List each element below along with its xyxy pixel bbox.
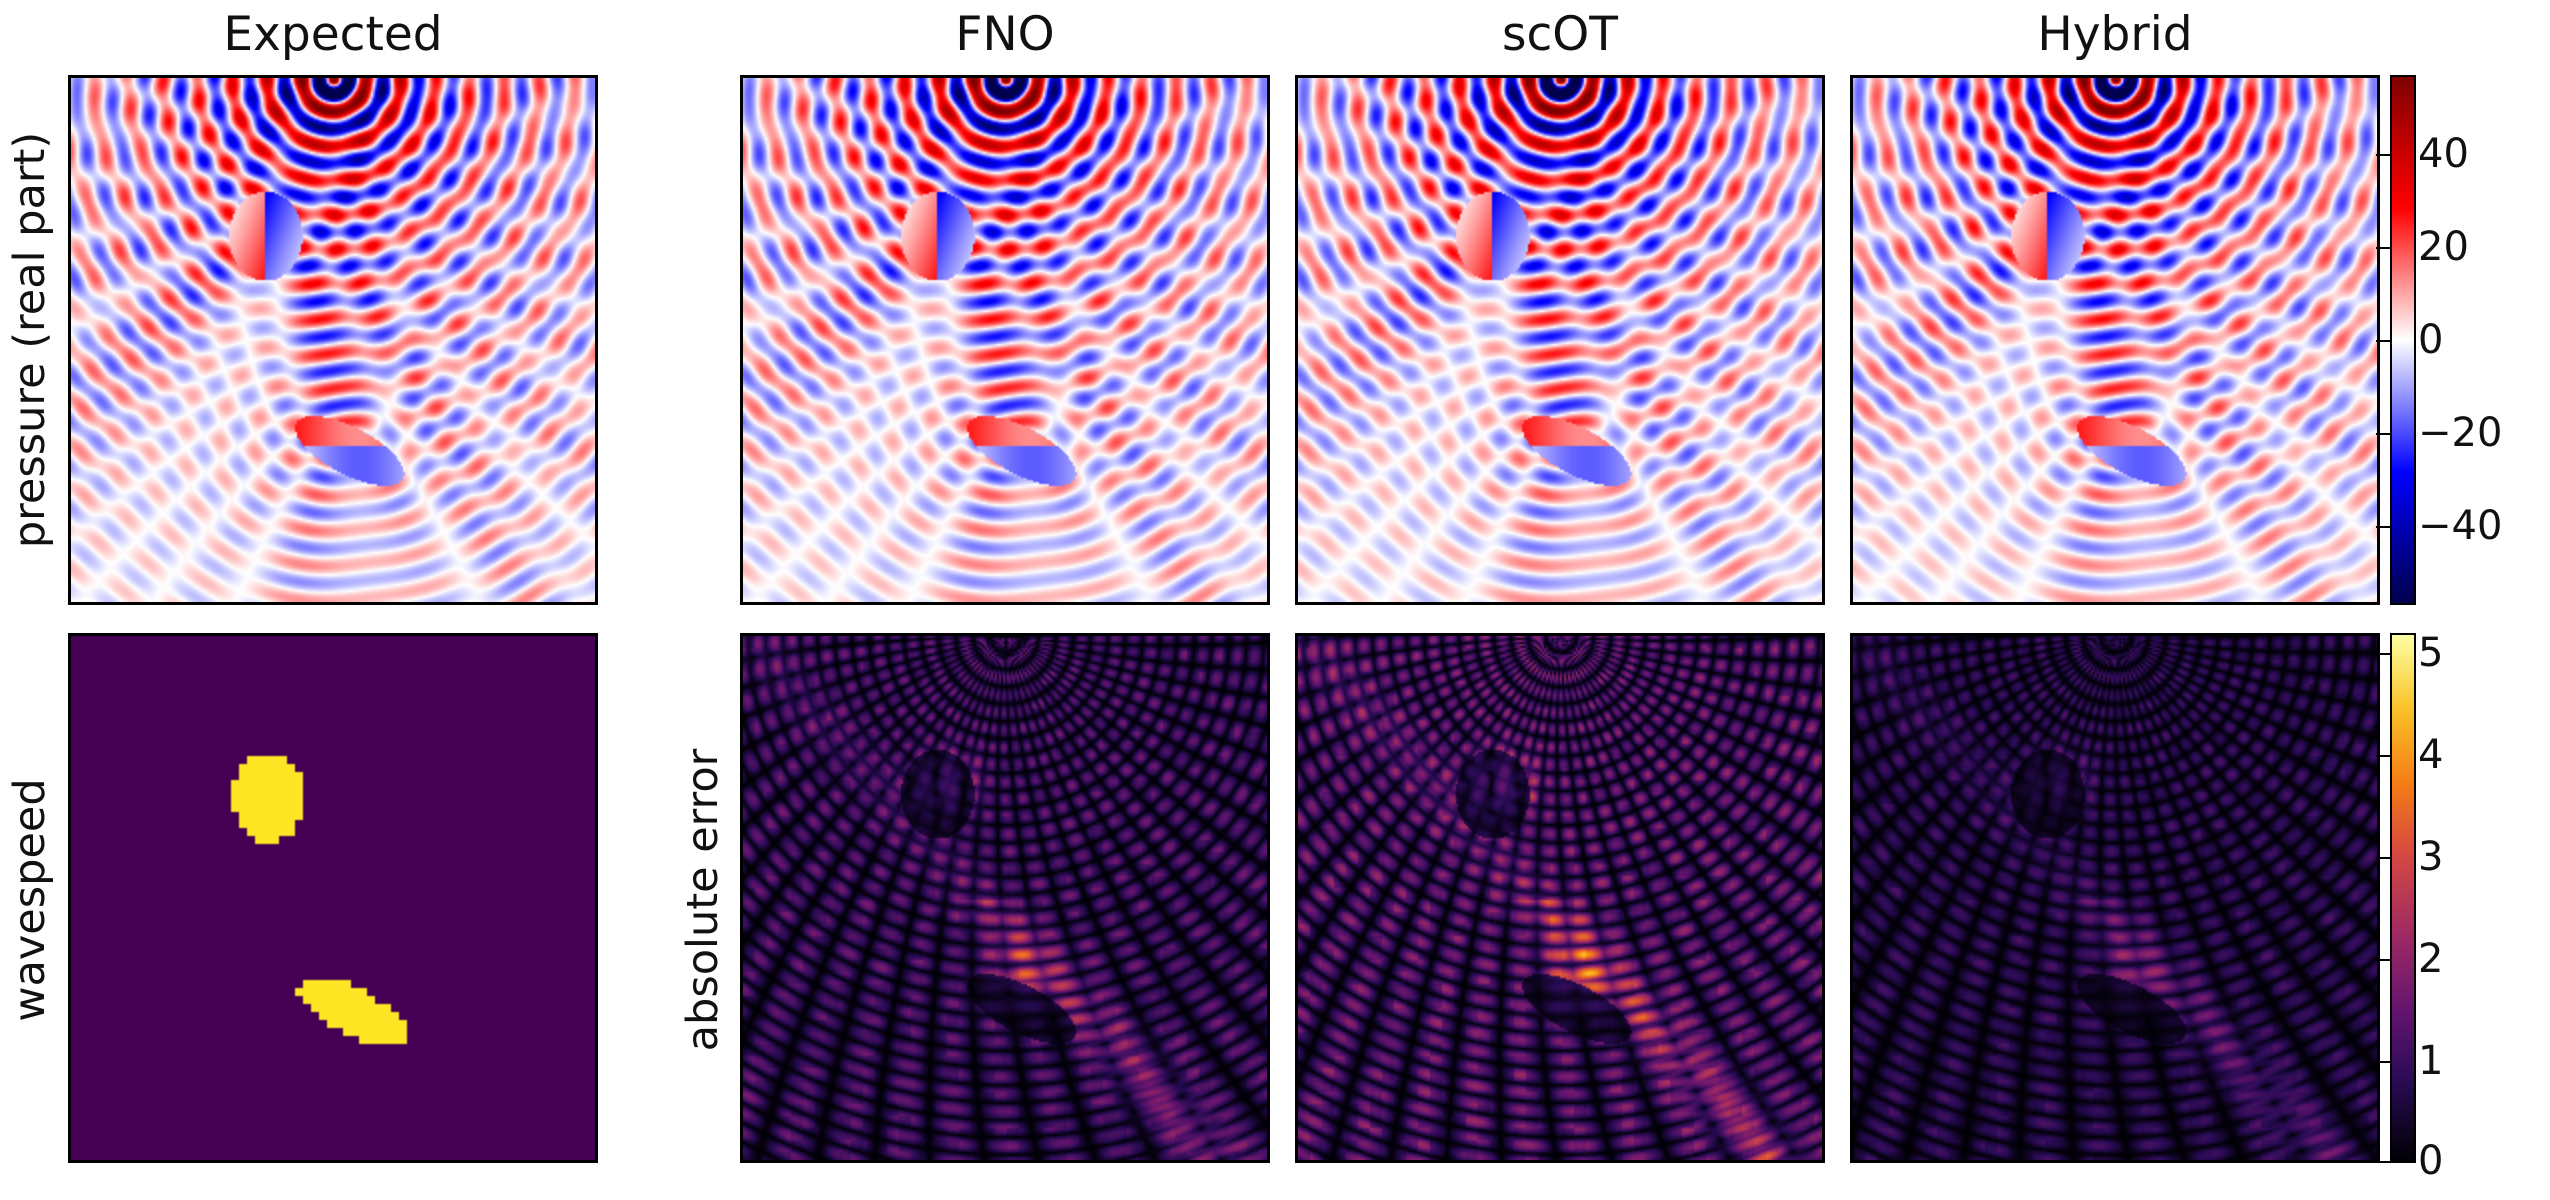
column-title-scot: scOT	[1501, 7, 1619, 62]
pressure-tick-label: −40	[2418, 503, 2503, 549]
row-label-absolute-error: absolute error	[678, 748, 728, 1052]
error-tick-label: 4	[2418, 732, 2444, 778]
error-tickmark-4	[2376, 755, 2390, 757]
error-panel-hybrid	[1850, 633, 2380, 1163]
pressure-panel-expected	[68, 75, 598, 605]
pressure-panel-scot	[1295, 75, 1825, 605]
error-tickmark-0	[2376, 1161, 2390, 1163]
error-tick-label: 2	[2418, 936, 2444, 982]
error-tick-label: 0	[2418, 1138, 2444, 1184]
column-title-fno: FNO	[955, 7, 1055, 62]
error-tickmark-1	[2376, 1061, 2390, 1063]
column-title-expected: Expected	[223, 7, 443, 62]
wavespeed-panel	[68, 633, 598, 1163]
pressure-tickmark-20	[2376, 247, 2390, 249]
pressure-tick-label: 20	[2418, 224, 2469, 270]
pressure-tick-label: −20	[2418, 410, 2503, 456]
error-tickmark-3	[2376, 857, 2390, 859]
error-tick-label: 1	[2418, 1038, 2444, 1084]
error-tick-label: 5	[2418, 630, 2444, 676]
pressure-tickmark-neg40	[2376, 526, 2390, 528]
row-label-wavespeed: wavespeed	[5, 778, 55, 1022]
row-label-pressure: pressure (real part)	[5, 131, 55, 549]
pressure-tickmark-40	[2376, 154, 2390, 156]
pressure-tickmark-0	[2376, 340, 2390, 342]
pressure-tickmark-neg20	[2376, 433, 2390, 435]
pressure-panel-hybrid	[1850, 75, 2380, 605]
error-panel-scot	[1295, 633, 1825, 1163]
pressure-colorbar	[2390, 75, 2416, 605]
error-panel-fno	[740, 633, 1270, 1163]
error-tickmark-2	[2376, 959, 2390, 961]
error-tick-label: 3	[2418, 834, 2444, 880]
pressure-panel-fno	[740, 75, 1270, 605]
pressure-tick-label: 40	[2418, 131, 2469, 177]
column-title-hybrid: Hybrid	[2037, 7, 2193, 62]
error-colorbar	[2390, 633, 2416, 1163]
pressure-tick-label: 0	[2418, 317, 2444, 363]
error-tickmark-5	[2376, 653, 2390, 655]
